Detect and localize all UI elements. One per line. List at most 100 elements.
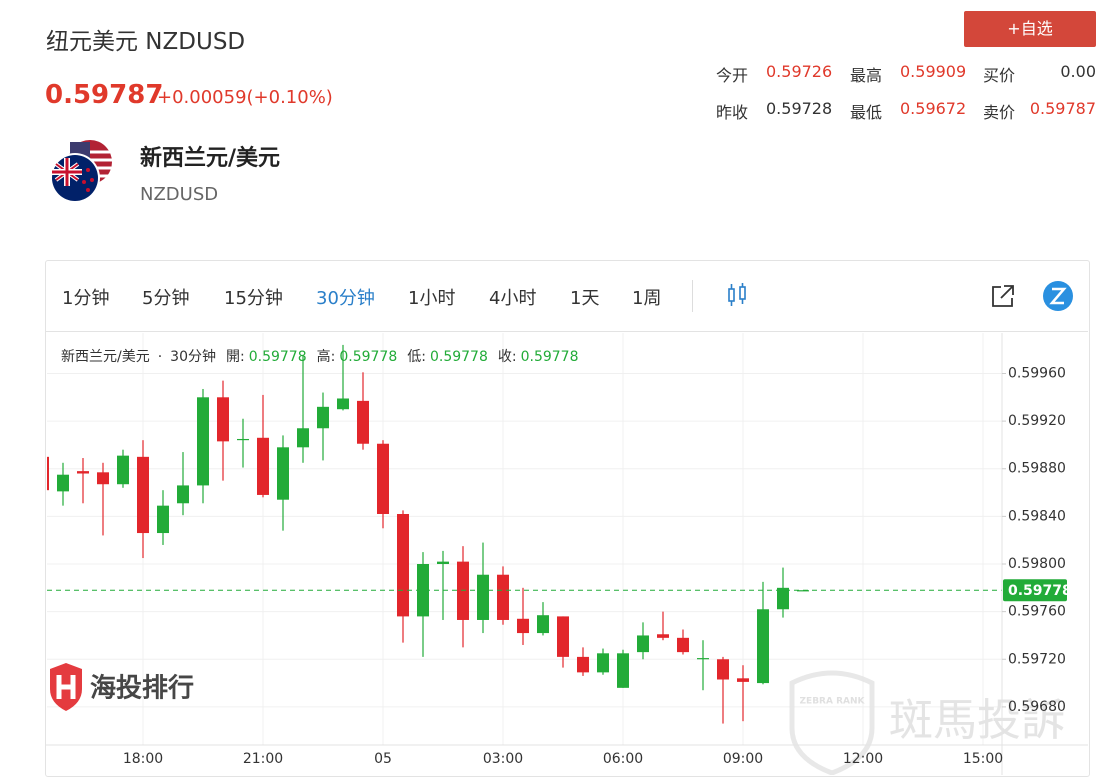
x-tick-label: 06:00 <box>603 751 643 767</box>
legend-field-value: 0.59778 <box>521 349 579 365</box>
candle-body <box>697 658 709 660</box>
y-tick-label: 0.59800 <box>1008 556 1066 572</box>
candle-body <box>157 505 169 534</box>
interval-button[interactable]: 1小时 <box>408 288 456 309</box>
y-tick-label: 0.59760 <box>1008 604 1066 620</box>
interval-button[interactable]: 1分钟 <box>62 288 110 309</box>
stat-label: 昨收 <box>716 103 749 122</box>
brand-logo-mark <box>56 675 76 699</box>
x-tick-label: 18:00 <box>123 751 163 767</box>
candle-body <box>437 561 449 565</box>
candle-body <box>497 574 509 620</box>
candle-body <box>477 574 489 620</box>
x-tick-label: 09:00 <box>723 751 763 767</box>
y-tick-label: 0.59880 <box>1008 461 1066 477</box>
legend-interval: 30分钟 <box>170 348 216 365</box>
y-tick-label: 0.59920 <box>1008 413 1066 429</box>
candle-body <box>277 447 289 500</box>
chart-type-icon[interactable] <box>724 282 752 308</box>
interval-button[interactable]: 1天 <box>570 288 600 309</box>
legend-field-value: 0.59778 <box>339 349 397 365</box>
interval-button[interactable]: 30分钟 <box>316 288 375 309</box>
flag-icon <box>50 140 112 203</box>
brand-icon[interactable] <box>1042 280 1074 312</box>
candle-body <box>637 635 649 653</box>
candle-body <box>657 634 669 638</box>
y-tick-label: 0.59840 <box>1008 508 1066 524</box>
last-price-box <box>1003 579 1067 602</box>
stat-value: 0.59726 <box>766 62 833 81</box>
candle-body <box>617 653 629 688</box>
interval-button[interactable]: 5分钟 <box>142 288 190 309</box>
candle-body <box>797 590 809 592</box>
stat-label: 今开 <box>716 66 749 85</box>
legend-separator: · <box>158 349 162 365</box>
legend-symbol: 新西兰元/美元 <box>61 349 150 365</box>
zebra-watermark: 斑馬投訴 <box>889 695 1065 746</box>
price: 0.59787 <box>45 80 164 110</box>
popout-icon[interactable] <box>990 283 1016 309</box>
candle-body <box>57 474 69 492</box>
stat-value: 0.00 <box>1060 62 1096 81</box>
candle-body <box>677 637 689 653</box>
x-tick-label: 05 <box>374 751 392 767</box>
interval-button[interactable]: 4小时 <box>489 288 537 309</box>
chart-panel <box>45 260 1090 777</box>
y-tick-label: 0.59720 <box>1008 651 1066 667</box>
instrument-code: NZDUSD <box>140 184 219 205</box>
stat-label: 最高 <box>850 66 883 85</box>
y-tick-label: 0.59960 <box>1008 365 1066 381</box>
candle-body <box>337 398 349 410</box>
legend-field-value: 0.59778 <box>430 349 488 365</box>
add-watchlist-button[interactable]: +自选 <box>964 11 1096 47</box>
candle-body <box>77 471 89 474</box>
candle-body <box>377 443 389 514</box>
candle-body <box>537 615 549 634</box>
stat-value: 0.59787 <box>1029 99 1096 118</box>
candle-body <box>417 564 429 617</box>
candle-body <box>317 406 329 429</box>
candle-body <box>117 455 129 485</box>
instrument-name: 新西兰元/美元 <box>140 146 281 171</box>
toolbar-separator <box>692 280 693 312</box>
stat-value: 0.59909 <box>900 62 967 81</box>
candle-body <box>757 609 769 684</box>
stat-value: 0.59672 <box>900 99 967 118</box>
zebra-logo-text: ZEBRA RANK <box>800 697 866 707</box>
legend-field-label: 高: <box>317 348 336 365</box>
last-price-label: 0.59778 <box>1008 583 1072 599</box>
candle-body <box>577 656 589 673</box>
chart: 海投排行 ZEBRA RANK 斑馬投訴 新西兰元/美元 · 30分钟 開: 0.597… <box>46 333 1088 775</box>
candle-body <box>457 561 469 620</box>
candle-body <box>217 397 229 442</box>
candle-body <box>717 659 729 680</box>
candle-body <box>257 437 269 495</box>
candle-body <box>47 456 49 491</box>
candle-body <box>557 616 569 657</box>
legend-field-label: 低: <box>407 349 426 365</box>
price-change: +0.00059(+0.10%) <box>157 87 333 108</box>
legend-field-value: 0.59778 <box>249 349 307 365</box>
y-tick-label: 0.59680 <box>1008 699 1066 715</box>
x-tick-label: 15:00 <box>963 751 1003 767</box>
page-title: 纽元美元 NZDUSD <box>46 29 246 55</box>
legend-field-label: 收: <box>498 349 517 365</box>
toolbar-divider <box>46 331 1088 332</box>
stat-label: 卖价 <box>983 103 1016 122</box>
interval-button[interactable]: 15分钟 <box>224 288 283 309</box>
x-tick-label: 03:00 <box>483 751 523 767</box>
candle-body <box>737 678 749 682</box>
stat-label: 买价 <box>983 66 1016 85</box>
interval-button[interactable]: 1周 <box>632 288 662 309</box>
x-tick-label: 12:00 <box>843 751 883 767</box>
candle-body <box>297 428 309 448</box>
candle-body <box>517 618 529 634</box>
stat-label: 最低 <box>850 103 883 122</box>
brand-watermark: 海投排行 <box>90 673 194 704</box>
legend-field-label: 開: <box>226 349 245 365</box>
candle-body <box>137 456 149 534</box>
candle-body <box>777 587 789 610</box>
zebra-logo <box>789 670 875 775</box>
stat-value: 0.59728 <box>766 99 833 118</box>
